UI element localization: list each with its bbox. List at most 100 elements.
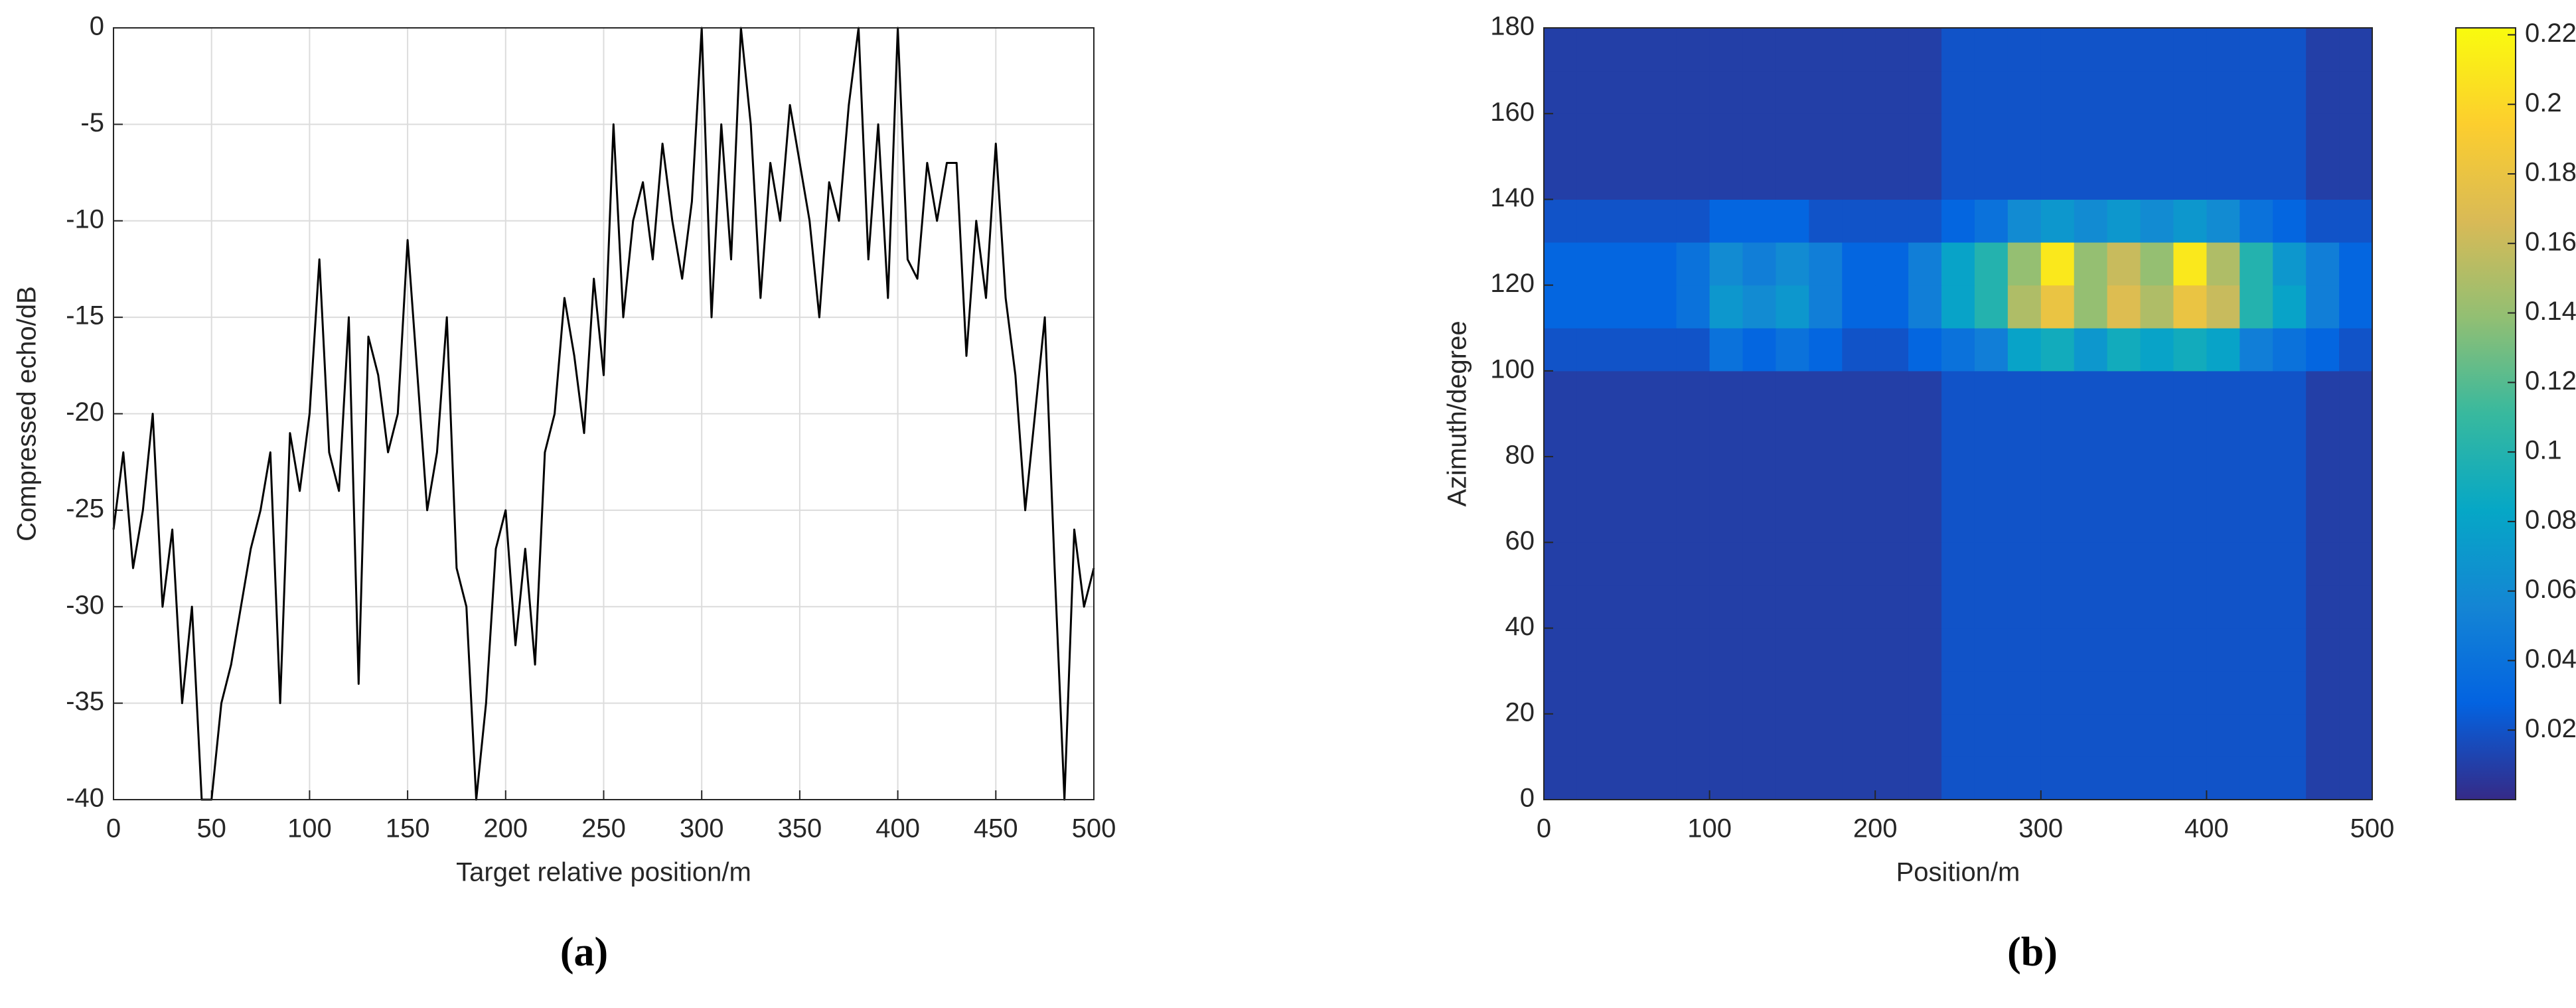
- heatmap-cell: [1842, 457, 1876, 500]
- heatmap-cell: [1809, 285, 1843, 328]
- heatmap-cell: [1643, 70, 1677, 114]
- y-tick-label: -25: [66, 494, 104, 523]
- heatmap-cell: [2273, 628, 2307, 672]
- heatmap-cell: [2040, 285, 2075, 328]
- heatmap-cell: [2273, 285, 2307, 328]
- heatmap-cell: [1842, 113, 1876, 157]
- heatmap-cell: [1742, 756, 1776, 800]
- heatmap-cell: [1709, 285, 1744, 328]
- heatmap-cell: [1941, 585, 1975, 629]
- heatmap-cell: [1941, 242, 1975, 286]
- heatmap-cell: [1576, 285, 1611, 328]
- heatmap-cell: [2306, 457, 2340, 500]
- heatmap-cell: [2273, 671, 2307, 715]
- heatmap-cell: [1974, 713, 2008, 757]
- heatmap-cell: [2306, 671, 2340, 715]
- heatmap-cell: [1941, 285, 1975, 328]
- heatmap-cell: [2173, 713, 2207, 757]
- y-tick-label: 0: [90, 12, 104, 41]
- heatmap-cell: [2239, 370, 2273, 414]
- heatmap-cell: [2040, 156, 2075, 200]
- heatmap-cell: [1544, 671, 1578, 715]
- heatmap-cell: [1809, 70, 1843, 114]
- heatmap-cell: [1576, 713, 1611, 757]
- heatmap-cell: [1875, 585, 1909, 629]
- heatmap-cell: [1908, 156, 1942, 200]
- heatmap-cell: [1908, 499, 1942, 543]
- heatmap-cell: [1842, 713, 1876, 757]
- heatmap-cell: [1742, 242, 1776, 286]
- heatmap-cell: [2040, 713, 2075, 757]
- heatmap-cell: [2007, 713, 2042, 757]
- heatmap-cell: [2040, 671, 2075, 715]
- heatmap-cell: [1875, 457, 1909, 500]
- heatmap-cell: [2007, 28, 2042, 72]
- heatmap-cell: [1875, 199, 1909, 243]
- heatmap-cell: [1776, 28, 1809, 72]
- heatmap-cell: [2206, 199, 2240, 243]
- heatmap-cell: [1875, 242, 1909, 286]
- heatmap-cell: [2339, 242, 2373, 286]
- heatmap-cell: [1908, 628, 1942, 672]
- heatmap-cell: [1875, 328, 1909, 372]
- heatmap-cell: [2173, 285, 2207, 328]
- heatmap-cell: [2339, 457, 2373, 500]
- heatmap-cell: [1974, 585, 2008, 629]
- heatmap-cell: [2206, 413, 2240, 457]
- heatmap-cell: [1643, 156, 1677, 200]
- heatmap-cell: [1544, 328, 1578, 372]
- heatmap-cell: [2206, 628, 2240, 672]
- x-tick-label: 100: [287, 814, 332, 843]
- y-tick-label: 40: [1505, 612, 1535, 641]
- heatmap-cell: [1941, 70, 1975, 114]
- heatmap-cell: [1809, 542, 1843, 586]
- colorbar: [2455, 27, 2516, 800]
- heatmap-cell: [2007, 457, 2042, 500]
- x-tick-label: 250: [581, 814, 626, 843]
- heatmap-cell: [1776, 242, 1809, 286]
- heatmap-cell: [2074, 671, 2108, 715]
- heatmap-cell: [2140, 370, 2174, 414]
- y-tick-label: -30: [66, 591, 104, 620]
- heatmap-cell: [1643, 457, 1677, 500]
- heatmap-cell: [2339, 199, 2373, 243]
- heatmap-cell: [1643, 671, 1677, 715]
- heatmap-cell: [1576, 328, 1611, 372]
- colorbar-tick-label: 0.1: [2525, 436, 2562, 465]
- heatmap-cell: [1974, 628, 2008, 672]
- heatmap-cell: [1809, 113, 1843, 157]
- x-tick-label: 400: [875, 814, 920, 843]
- heatmap-cell: [1643, 328, 1677, 372]
- heatmap-cell: [1776, 285, 1809, 328]
- x-tick-label: 500: [1072, 814, 1116, 843]
- y-tick-label: 60: [1505, 526, 1535, 555]
- y-tick-label: 120: [1490, 269, 1535, 298]
- heatmap-cell: [1974, 413, 2008, 457]
- heatmap-cell: [1676, 457, 1710, 500]
- heatmap-cell: [1544, 628, 1578, 672]
- heatmap-cell: [1742, 713, 1776, 757]
- heatmap-cell: [1610, 499, 1644, 543]
- heatmap-cell: [1809, 413, 1843, 457]
- heatmap-cell: [2074, 499, 2108, 543]
- heatmap-cell: [1908, 242, 1942, 286]
- heatmap-cell: [2273, 713, 2307, 757]
- heatmap-cell: [2206, 542, 2240, 586]
- heatmap-cell: [2140, 671, 2174, 715]
- heatmap-cell: [1742, 285, 1776, 328]
- heatmap-cell: [1676, 113, 1710, 157]
- y-tick-label: -20: [66, 397, 104, 427]
- heatmap-cell: [2140, 70, 2174, 114]
- heatmap-cell: [1643, 413, 1677, 457]
- heatmap-cell: [2339, 671, 2373, 715]
- heatmap-cell: [2206, 370, 2240, 414]
- heatmap-cell: [2239, 671, 2273, 715]
- heatmap-cell: [1576, 70, 1611, 114]
- heatmap-cell: [1974, 199, 2008, 243]
- heatmap-cell: [2040, 457, 2075, 500]
- heatmap-cell: [1576, 542, 1611, 586]
- heatmap-cell: [2140, 328, 2174, 372]
- y-tick-label: -40: [66, 784, 104, 813]
- heatmap-cell: [1842, 542, 1876, 586]
- heatmap-cell: [2239, 113, 2273, 157]
